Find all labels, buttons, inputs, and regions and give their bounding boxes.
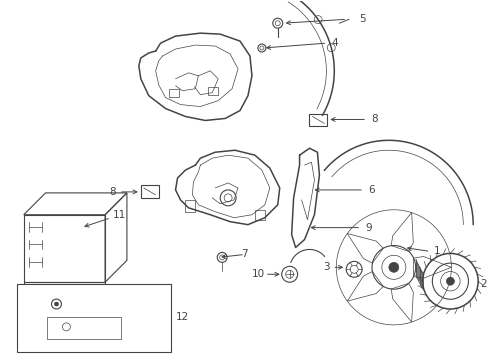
Text: 5: 5 [359,14,366,24]
Text: 2: 2 [480,279,487,289]
Text: 12: 12 [175,312,189,322]
Text: 10: 10 [252,269,265,279]
Text: 8: 8 [371,114,378,125]
Text: 4: 4 [331,38,338,48]
Circle shape [54,302,58,306]
Circle shape [389,262,399,272]
Text: 11: 11 [113,210,126,220]
Text: 1: 1 [434,247,440,256]
Text: 6: 6 [368,185,375,195]
Text: 7: 7 [242,249,248,260]
Bar [17,284,171,352]
Text: 9: 9 [365,222,372,233]
Text: 3: 3 [323,262,329,272]
Circle shape [446,277,454,285]
Text: 8: 8 [109,187,116,197]
